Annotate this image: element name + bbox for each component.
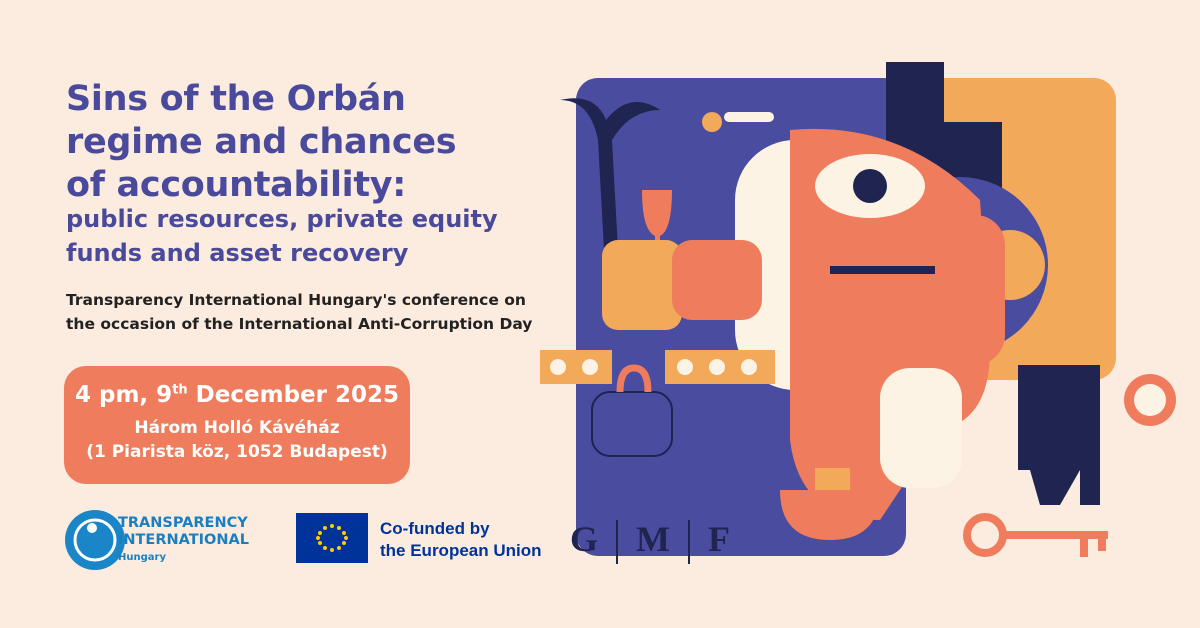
description: Transparency International Hungary's con… [66, 288, 532, 336]
gmf-logo: G M F [570, 518, 730, 564]
gmf-separator [616, 520, 619, 564]
title-line: Sins of the Orbán [66, 79, 406, 119]
date-end: December 2025 [187, 382, 399, 408]
title: Sins of the Orbán regime and chances of … [66, 78, 457, 207]
subtitle-line: funds and asset recovery [66, 239, 409, 267]
date-sup: th [172, 382, 188, 398]
subtitle: public resources, private equity funds a… [66, 202, 498, 270]
venue-name: Három Holló Kávéház [134, 418, 340, 438]
title-line: regime and chances [66, 122, 457, 162]
gmf-letter: G [570, 519, 599, 559]
description-line: Transparency International Hungary's con… [66, 291, 526, 309]
gmf-letter: M [636, 519, 670, 559]
description-line: the occasion of the International Anti-C… [66, 315, 533, 333]
title-line: of accountability: [66, 165, 406, 205]
ti-text: Hungary [118, 552, 166, 563]
event-box: 4 pm, 9th December 2025 Három Holló Kávé… [64, 366, 410, 484]
eu-text: the European Union [380, 541, 542, 560]
event-venue: Három Holló Kávéház (1 Piarista köz, 105… [64, 416, 410, 464]
date-start: 4 pm, 9 [74, 382, 173, 408]
event-date: 4 pm, 9th December 2025 [64, 382, 410, 408]
ti-logo: TRANSPARENCY INTERNATIONAL Hungary [118, 515, 249, 566]
ti-text: TRANSPARENCY [118, 515, 248, 531]
eu-text: Co-funded by [380, 519, 490, 538]
ti-text: INTERNATIONAL [118, 532, 249, 548]
venue-address: (1 Piarista köz, 1052 Budapest) [86, 442, 388, 462]
gmf-letter: F [708, 519, 730, 559]
gmf-separator [688, 520, 690, 564]
subtitle-line: public resources, private equity [66, 205, 498, 233]
eu-logo: Co-funded by the European Union [380, 518, 542, 562]
